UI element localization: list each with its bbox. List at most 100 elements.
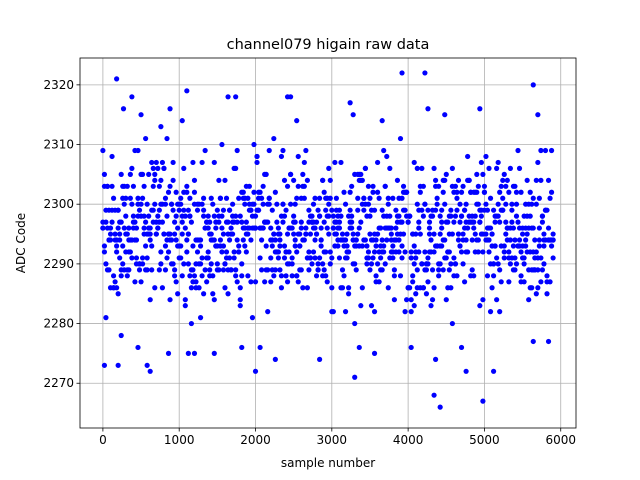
data-point [303, 225, 309, 231]
data-point [495, 261, 501, 267]
data-point [471, 219, 477, 225]
data-point [143, 243, 149, 249]
data-point [196, 285, 202, 291]
data-point [487, 225, 494, 231]
data-point [109, 219, 115, 225]
data-point [315, 261, 321, 267]
data-point [214, 207, 220, 213]
data-point [210, 201, 216, 207]
data-point [162, 201, 169, 207]
data-point [411, 159, 417, 166]
data-point [234, 219, 240, 225]
data-point [521, 279, 527, 285]
data-point [375, 189, 381, 195]
x-axis-label: sample number [281, 456, 375, 470]
data-point [307, 255, 314, 261]
data-point [489, 285, 495, 291]
data-point [390, 255, 396, 261]
data-point [204, 279, 210, 285]
data-point [436, 267, 442, 273]
data-point [533, 177, 539, 183]
data-point [197, 237, 204, 243]
data-point [472, 213, 478, 219]
data-point [339, 267, 346, 273]
data-point [226, 207, 233, 213]
data-point [533, 249, 539, 255]
data-point [455, 177, 462, 183]
data-point [310, 249, 317, 255]
data-point [342, 309, 349, 315]
data-point [391, 267, 397, 273]
data-point [233, 273, 239, 279]
data-point [330, 225, 336, 231]
data-point [179, 273, 185, 279]
data-point [448, 285, 454, 291]
data-point [107, 225, 114, 231]
data-point [446, 267, 452, 273]
data-point [475, 201, 481, 207]
data-point [104, 183, 111, 189]
data-point [400, 183, 407, 189]
data-point [390, 243, 396, 249]
data-point [292, 219, 298, 225]
data-point [242, 201, 248, 207]
data-point [460, 261, 466, 267]
data-point [243, 219, 249, 225]
data-point [303, 147, 309, 154]
data-point [327, 195, 333, 201]
data-point [259, 237, 265, 243]
data-point [103, 219, 109, 225]
data-point [260, 201, 266, 207]
data-point [185, 350, 191, 356]
data-point [194, 249, 201, 255]
data-point [245, 231, 251, 237]
data-point [269, 207, 275, 213]
data-point [150, 207, 156, 213]
data-point [411, 243, 417, 249]
data-point [245, 195, 251, 201]
data-point [188, 320, 195, 327]
data-point [251, 201, 257, 207]
data-point [252, 279, 259, 285]
data-point [297, 231, 303, 237]
data-point [126, 225, 132, 231]
data-point [219, 225, 225, 231]
data-point [442, 177, 448, 183]
data-point [117, 231, 123, 237]
data-point [317, 356, 323, 362]
data-point [237, 285, 243, 291]
data-point [501, 255, 507, 261]
data-point [327, 249, 333, 255]
data-point [118, 273, 124, 279]
data-point [289, 261, 295, 267]
data-point [416, 219, 422, 225]
data-point [217, 237, 224, 243]
data-point [539, 213, 546, 219]
data-point [184, 88, 190, 94]
data-point [184, 249, 190, 255]
data-point [317, 195, 323, 201]
data-point [465, 153, 471, 160]
data-point [216, 267, 222, 273]
data-point [338, 213, 344, 219]
data-point [182, 297, 188, 303]
data-point [397, 135, 404, 142]
data-point [422, 249, 428, 255]
data-point [130, 183, 137, 189]
data-point [408, 297, 414, 303]
data-point [336, 207, 343, 213]
data-point [419, 207, 425, 213]
data-point [326, 213, 332, 219]
data-point [164, 135, 170, 142]
data-point [477, 106, 483, 112]
data-point [399, 255, 405, 261]
data-point [533, 201, 539, 207]
data-point [124, 231, 130, 237]
data-point [149, 267, 155, 273]
data-point [458, 344, 465, 351]
data-point [199, 273, 205, 279]
data-point [376, 279, 382, 285]
data-point [399, 219, 405, 225]
data-point [487, 309, 494, 315]
data-point [220, 231, 227, 237]
